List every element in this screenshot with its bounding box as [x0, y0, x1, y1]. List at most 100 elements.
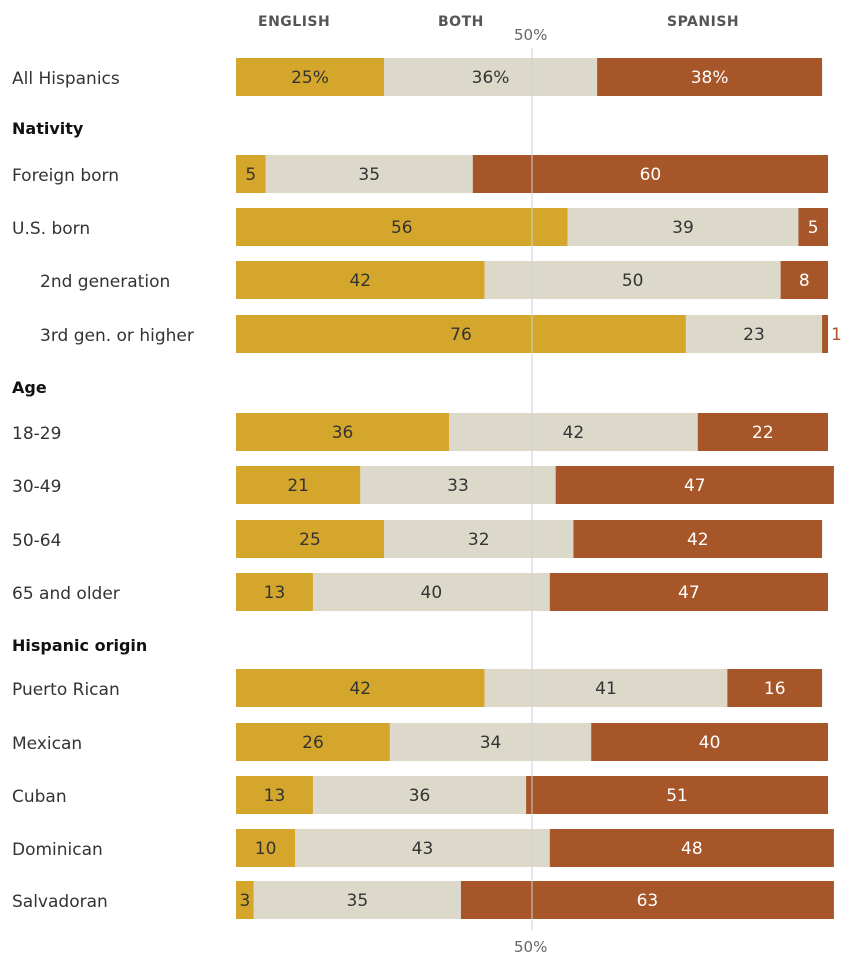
bar-segment-english — [236, 208, 568, 246]
value-label-spanish: 1 — [831, 325, 842, 345]
value-label-both: 32 — [468, 530, 490, 550]
value-label-both: 40 — [421, 583, 443, 603]
row-label: 2nd generation — [40, 272, 170, 292]
bar-segment-spanish — [798, 208, 828, 246]
value-label-both: 34 — [480, 733, 502, 753]
bar-segment-both — [449, 413, 698, 451]
bar-segment-english — [236, 881, 254, 919]
bar-segment-spanish — [526, 776, 828, 814]
value-label-english: 13 — [264, 583, 286, 603]
row-label: 65 and older — [12, 584, 120, 604]
value-label-spanish: 40 — [699, 733, 721, 753]
row-label: 18-29 — [12, 424, 61, 444]
midline-label-top: 50% — [514, 26, 548, 44]
bar-segment-both — [312, 776, 527, 814]
bar-segment-spanish — [460, 881, 834, 919]
value-label-both: 43 — [412, 839, 434, 859]
value-label-both: 36% — [472, 68, 510, 88]
value-label-english: 36 — [332, 423, 354, 443]
bar-segment-spanish — [597, 58, 823, 96]
value-label-both: 33 — [447, 476, 469, 496]
value-label-spanish: 8 — [799, 271, 810, 291]
value-label-spanish: 22 — [752, 423, 774, 443]
bar-segment-both — [384, 58, 598, 96]
bar-segment-english — [236, 520, 384, 558]
value-label-english: 5 — [245, 165, 256, 185]
row-label: Salvadoran — [12, 892, 108, 912]
value-label-english: 25% — [291, 68, 329, 88]
bar-segment-english — [236, 669, 485, 707]
bar-segment-both — [312, 573, 550, 611]
value-label-spanish: 51 — [666, 786, 688, 806]
header-both: BOTH — [438, 14, 484, 30]
value-label-both: 23 — [743, 325, 765, 345]
value-label-english: 21 — [287, 476, 309, 496]
bar-segment-both — [484, 669, 728, 707]
value-label-english: 3 — [239, 891, 250, 911]
bar-segment-spanish — [555, 466, 834, 504]
row-label: 50-64 — [12, 531, 61, 551]
bar-segment-english — [236, 155, 266, 193]
midline-label-bottom: 50% — [514, 938, 548, 956]
value-label-spanish: 47 — [684, 476, 706, 496]
bar-segment-spanish — [822, 315, 828, 353]
bar-segment-spanish — [780, 261, 828, 299]
value-label-spanish: 47 — [678, 583, 700, 603]
row-label: Dominican — [12, 840, 103, 860]
value-label-english: 25 — [299, 530, 321, 550]
bar-segment-both — [253, 881, 461, 919]
header-english: ENGLISH — [258, 14, 331, 30]
bar-segment-english — [236, 829, 296, 867]
bar-segment-both — [384, 520, 574, 558]
bar-segment-spanish — [697, 413, 828, 451]
value-label-both: 36 — [409, 786, 431, 806]
bar-segment-english — [236, 776, 313, 814]
value-label-both: 39 — [672, 218, 694, 238]
value-label-english: 76 — [450, 325, 472, 345]
value-label-english: 42 — [349, 271, 371, 291]
header-spanish: SPANISH — [667, 14, 740, 30]
bar-segment-english — [236, 315, 686, 353]
value-label-spanish: 60 — [640, 165, 662, 185]
bar-segment-spanish — [591, 723, 828, 761]
value-label-both: 35 — [358, 165, 380, 185]
bar-segment-spanish — [573, 520, 823, 558]
bar-segment-spanish — [549, 829, 834, 867]
bar-segment-both — [389, 723, 592, 761]
bar-segment-english — [236, 261, 485, 299]
value-label-english: 10 — [255, 839, 277, 859]
value-label-both: 41 — [595, 679, 617, 699]
row-label: Mexican — [12, 734, 82, 754]
bar-segment-english — [236, 58, 384, 96]
row-label: U.S. born — [12, 219, 90, 239]
group-heading: Nativity — [12, 119, 84, 138]
bar-segment-both — [265, 155, 473, 193]
value-label-both: 42 — [563, 423, 585, 443]
row-label: Cuban — [12, 787, 67, 807]
bar-segment-english — [236, 413, 450, 451]
value-label-both: 50 — [622, 271, 644, 291]
group-heading: Hispanic origin — [12, 636, 147, 655]
bar-segment-both — [685, 315, 823, 353]
bar-segment-both — [567, 208, 799, 246]
bar-segment-english — [236, 466, 361, 504]
row-label: Foreign born — [12, 166, 119, 186]
bar-segment-both — [295, 829, 550, 867]
bar-segment-both — [484, 261, 781, 299]
bar-segment-english — [236, 573, 313, 611]
row-label: Puerto Rican — [12, 680, 120, 700]
row-label: 3rd gen. or higher — [40, 326, 194, 346]
bar-segment-both — [360, 466, 556, 504]
value-label-spanish: 63 — [637, 891, 659, 911]
value-label-spanish: 5 — [808, 218, 819, 238]
value-label-spanish: 48 — [681, 839, 703, 859]
bar-segment-spanish — [549, 573, 828, 611]
value-label-english: 56 — [391, 218, 413, 238]
group-heading: Age — [12, 378, 47, 397]
value-label-both: 35 — [347, 891, 369, 911]
value-label-english: 26 — [302, 733, 324, 753]
value-label-english: 42 — [349, 679, 371, 699]
value-label-spanish: 42 — [687, 530, 709, 550]
value-label-spanish: 38% — [691, 68, 729, 88]
